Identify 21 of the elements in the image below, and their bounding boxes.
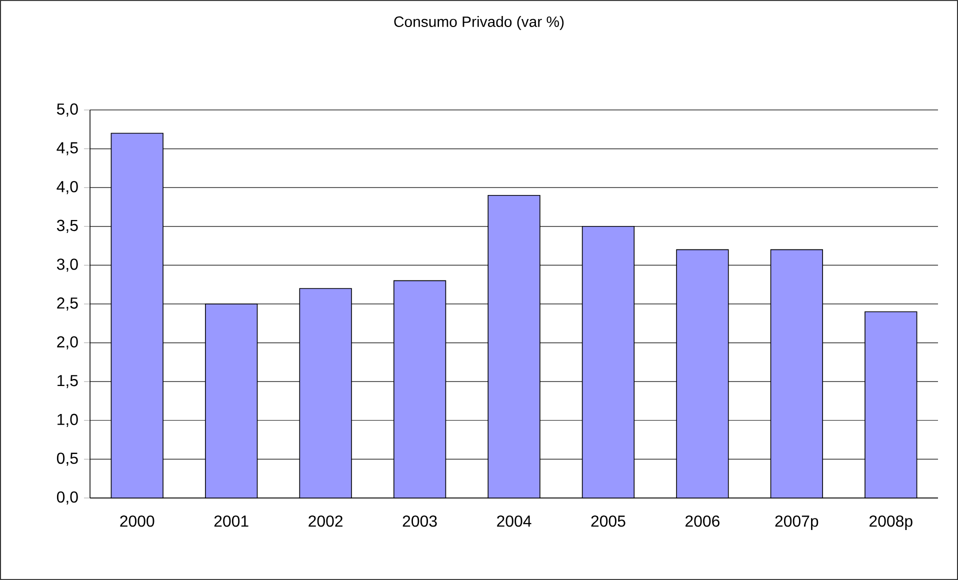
chart-title: Consumo Privado (var %) [394,16,564,30]
y-tick-label: 2,5 [57,297,78,311]
y-tick-label: 0,0 [56,491,78,505]
y-tick-label: 2,0 [57,336,78,350]
y-tick-label: 5,0 [56,103,78,117]
x-tick-label: 2004 [497,516,532,527]
y-tick-label: 1,5 [58,375,78,388]
x-tick-label: 2007p [775,516,818,530]
x-tick-label: 2002 [308,516,342,527]
x-tick-label: 2003 [402,516,437,527]
y-tick-label: 4,0 [56,181,78,194]
y-tick-label: 0,5 [56,452,78,466]
x-tick-label: 2006 [686,516,720,527]
y-tick-label: 3,5 [56,220,78,233]
x-tick-label: 2001 [214,516,248,527]
y-tick-label: 4,5 [56,142,78,156]
y-tick-label: 3,0 [56,258,78,272]
x-tick-label: 2008p [870,516,912,530]
x-tick-label: 2005 [591,516,626,527]
x-tick-label: 2000 [120,516,154,527]
y-tick-label: 1,0 [58,414,78,427]
